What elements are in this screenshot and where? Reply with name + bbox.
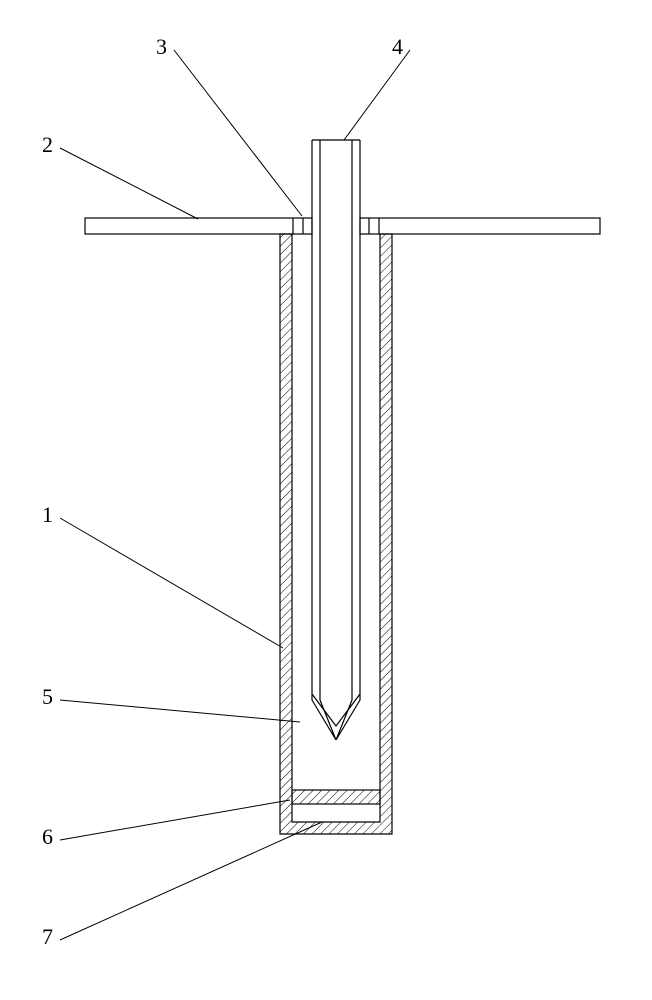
label-3: 3	[156, 34, 167, 60]
inner-tube-left	[312, 140, 336, 740]
label-5: 5	[42, 684, 53, 710]
leader-line-3	[174, 50, 302, 216]
label-6: 6	[42, 824, 53, 850]
inner-tube-chevron-upper	[312, 694, 360, 726]
outer-tube-wall	[280, 234, 392, 834]
top-plate-right	[360, 218, 600, 234]
diagram-canvas	[0, 0, 652, 1000]
leader-line-2	[60, 148, 198, 219]
inner-tube-right	[336, 140, 360, 740]
label-2: 2	[42, 132, 53, 158]
label-4: 4	[392, 34, 403, 60]
leader-line-7	[60, 822, 322, 940]
leader-line-4	[344, 50, 410, 140]
leader-line-1	[60, 518, 283, 648]
leader-line-6	[60, 800, 290, 840]
label-7: 7	[42, 924, 53, 950]
mid-disk	[292, 790, 380, 804]
leader-line-5	[60, 700, 300, 722]
top-plate-left	[85, 218, 312, 234]
label-1: 1	[42, 502, 53, 528]
